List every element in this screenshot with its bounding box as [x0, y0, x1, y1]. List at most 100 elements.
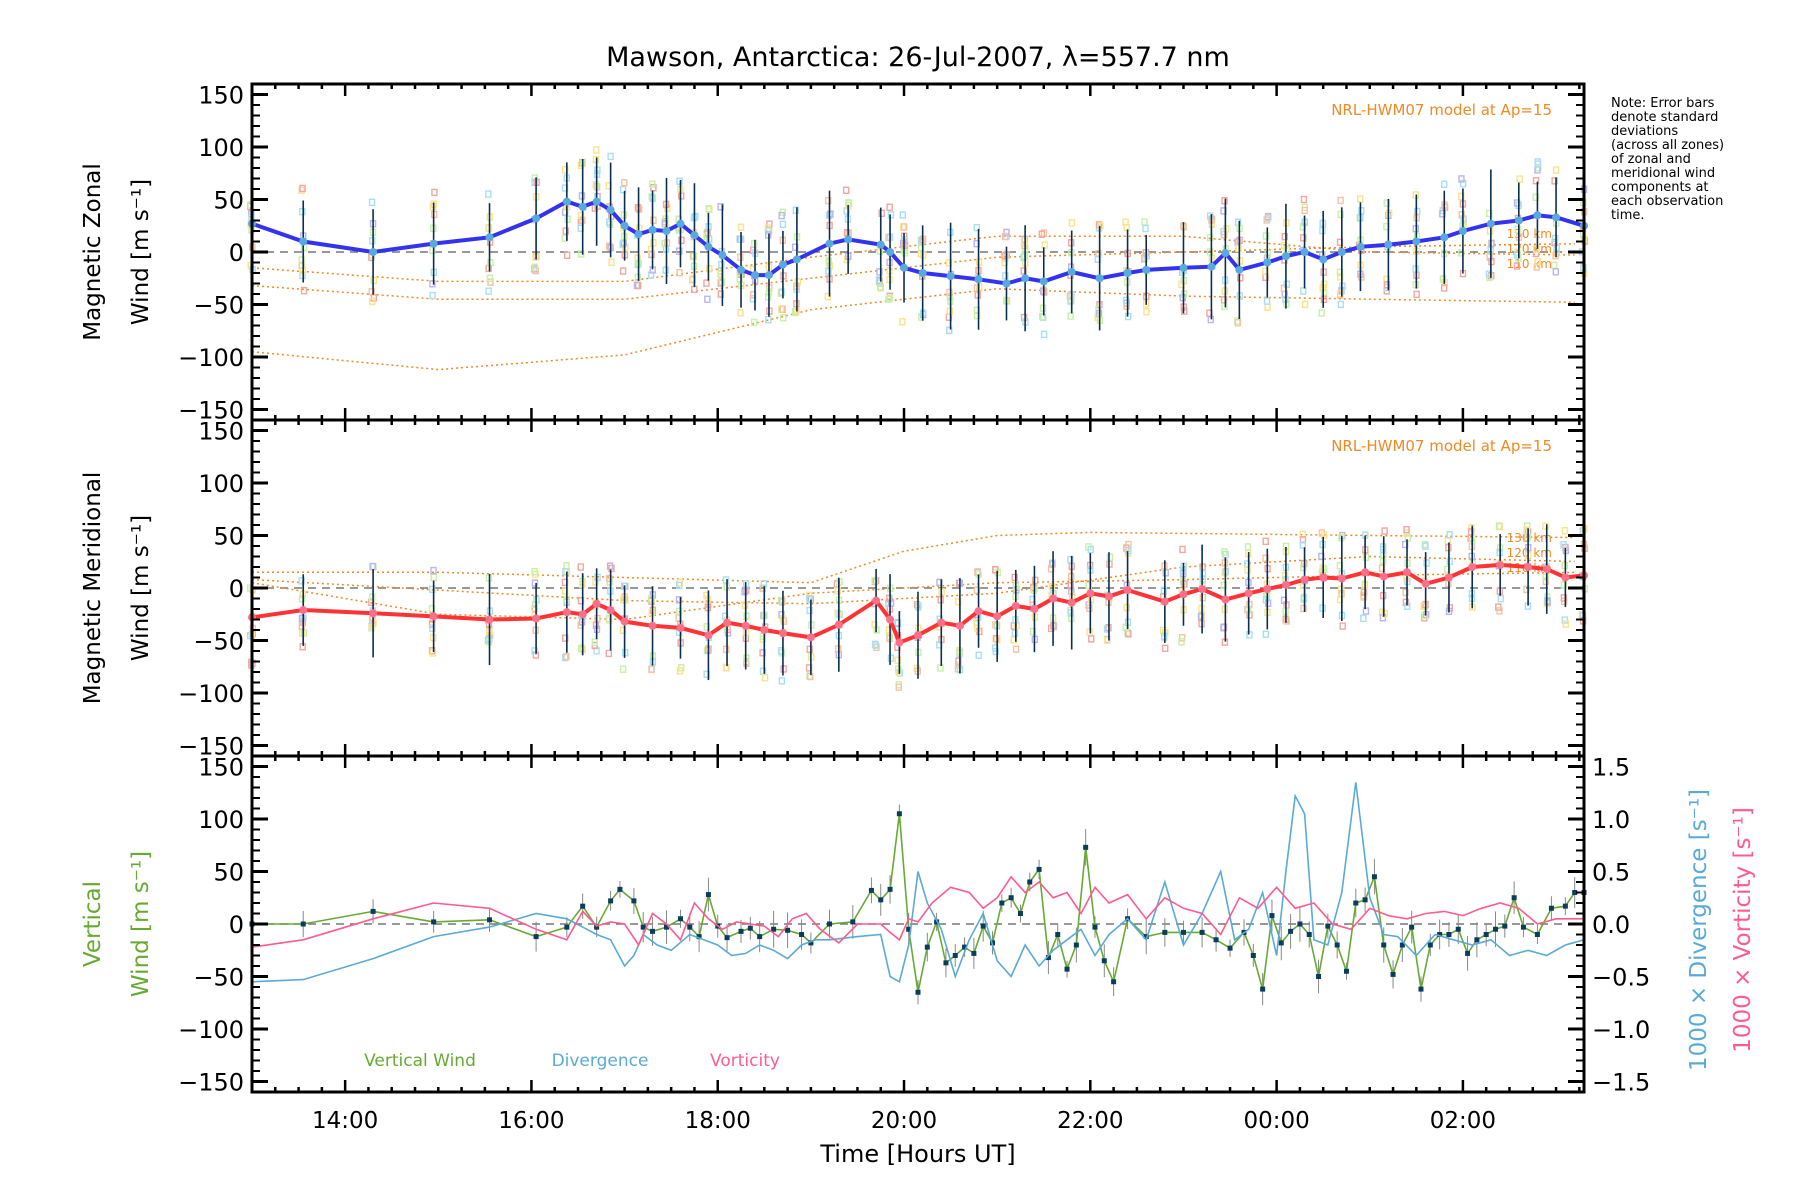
zone-sample: [634, 254, 641, 262]
zone-sample: [531, 263, 539, 272]
zone-sample: [1029, 627, 1037, 636]
zone-sample: [1404, 534, 1412, 542]
zone-sample: [1542, 577, 1550, 586]
data-point: [1409, 924, 1415, 930]
zone-sample: [562, 227, 569, 235]
zone-sample: [887, 211, 895, 219]
zone-sample: [1542, 522, 1549, 530]
zone-sample: [487, 259, 494, 267]
zone-sample: [1383, 281, 1391, 289]
data-point: [1437, 932, 1443, 937]
zone-sample: [621, 179, 628, 187]
data-point: [562, 197, 571, 206]
data-point: [1562, 903, 1568, 909]
zone-sample: [1206, 212, 1214, 220]
data-point: [1399, 942, 1405, 948]
zone-sample: [562, 166, 569, 174]
data-point: [914, 631, 922, 640]
zone-sample: [1459, 179, 1467, 188]
zone-sample: [662, 266, 669, 274]
zone-sample: [298, 256, 305, 264]
data-point: [429, 239, 438, 248]
data-point: [369, 248, 378, 256]
data-point: [1263, 585, 1272, 594]
zone-sample: [485, 190, 492, 198]
series-line-vorticity: [251, 875, 1584, 948]
zone-sample: [1067, 609, 1074, 617]
zone-sample: [1088, 635, 1095, 643]
data-point: [687, 924, 693, 930]
data-point: [696, 934, 702, 940]
zone-sample: [1362, 607, 1370, 615]
zone-sample: [1421, 611, 1429, 620]
data-point: [1361, 568, 1370, 577]
data-point: [724, 935, 730, 941]
zone-sample: [1020, 237, 1028, 245]
data-point: [1281, 580, 1290, 589]
series-line-vertical-wind: [252, 813, 1584, 993]
zone-sample: [486, 274, 494, 282]
zone-sample: [1513, 262, 1521, 270]
data-point: [1027, 879, 1033, 885]
data-point: [704, 242, 713, 251]
data-point: [1055, 932, 1061, 937]
y2-tick-label: 1.5: [1592, 754, 1630, 782]
data-point: [937, 618, 946, 627]
data-point: [1325, 923, 1331, 929]
zone-sample: [827, 210, 834, 218]
zone-sample: [1320, 531, 1328, 539]
data-point: [429, 612, 438, 621]
data-point: [594, 924, 600, 930]
data-point: [1083, 844, 1089, 850]
data-point: [896, 811, 902, 817]
data-point: [850, 919, 856, 925]
model-altitude-label: 120 km: [1507, 242, 1552, 256]
x-tick-label: 14:00: [312, 1108, 378, 1134]
model-curve-130km: [252, 531, 1575, 584]
zone-sample: [300, 286, 308, 295]
zone-sample: [1020, 253, 1027, 262]
x-tick-label: 02:00: [1430, 1108, 1496, 1134]
zone-sample: [1299, 530, 1306, 539]
zone-sample: [1122, 218, 1129, 226]
zone-sample: [899, 211, 907, 219]
data-point: [1427, 942, 1433, 948]
zone-sample: [761, 674, 769, 682]
data-point: [1227, 945, 1233, 951]
zone-sample: [834, 587, 842, 595]
zone-sample: [1067, 582, 1074, 590]
data-point: [533, 934, 539, 940]
zone-sample: [1446, 557, 1453, 566]
zone-sample: [887, 654, 895, 662]
zone-sample: [429, 291, 436, 300]
zone-sample: [1300, 595, 1307, 603]
zone-sample: [368, 620, 376, 628]
model-curve-120km: [251, 555, 1575, 605]
data-point: [1002, 279, 1011, 288]
zone-sample: [705, 205, 712, 213]
zone-sample: [1244, 566, 1251, 574]
zone-sample: [561, 587, 569, 595]
zone-sample: [1300, 563, 1307, 572]
y-tick-label: −100: [178, 1016, 244, 1044]
zone-sample: [1142, 224, 1149, 233]
zone-sample: [992, 635, 1000, 643]
zone-sample: [1068, 219, 1076, 227]
zone-sample: [885, 295, 892, 304]
zone-sample: [1048, 560, 1056, 568]
zone-sample: [871, 576, 878, 585]
zone-sample: [1002, 272, 1009, 280]
zone-sample: [974, 568, 981, 576]
data-point: [792, 255, 801, 264]
data-point: [760, 626, 769, 634]
data-point: [1444, 573, 1453, 582]
data-point: [1511, 895, 1517, 901]
zone-sample: [1337, 300, 1345, 309]
zone-sample: [1360, 588, 1368, 596]
data-point: [1496, 560, 1505, 569]
zone-sample: [885, 626, 893, 635]
data-point: [1465, 950, 1471, 956]
data-point: [580, 903, 586, 909]
zone-sample: [917, 243, 925, 252]
zone-sample: [765, 316, 772, 324]
